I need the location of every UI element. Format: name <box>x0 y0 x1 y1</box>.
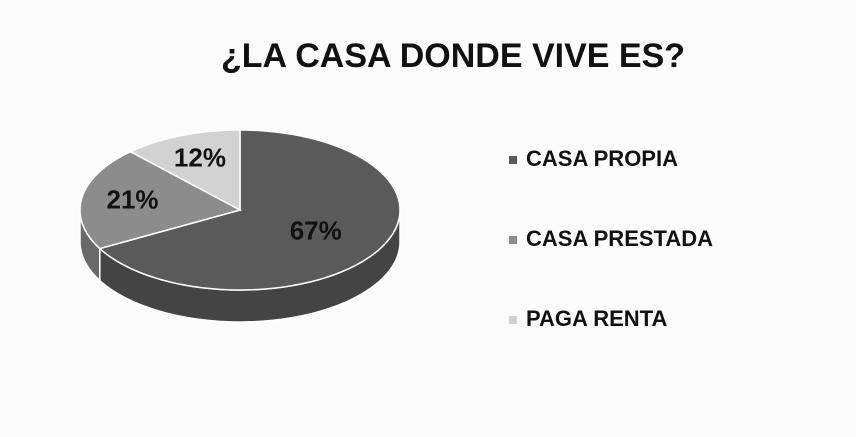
pie-slice <box>128 129 241 212</box>
data-label: 21% <box>107 184 159 214</box>
legend-swatch <box>509 316 517 324</box>
legend-label: CASA PROPIA <box>526 146 678 171</box>
pie-slice <box>98 129 401 291</box>
legend-swatch <box>509 236 517 244</box>
chart-title: ¿LA CASA DONDE VIVE ES? <box>221 37 685 75</box>
legend-label: CASA PRESTADA <box>526 226 713 251</box>
data-label: 12% <box>174 142 226 172</box>
legend-swatch <box>509 156 517 164</box>
legend-label: PAGA RENTA <box>526 306 667 331</box>
pie-slice <box>79 150 243 250</box>
data-label: 67% <box>290 215 342 245</box>
